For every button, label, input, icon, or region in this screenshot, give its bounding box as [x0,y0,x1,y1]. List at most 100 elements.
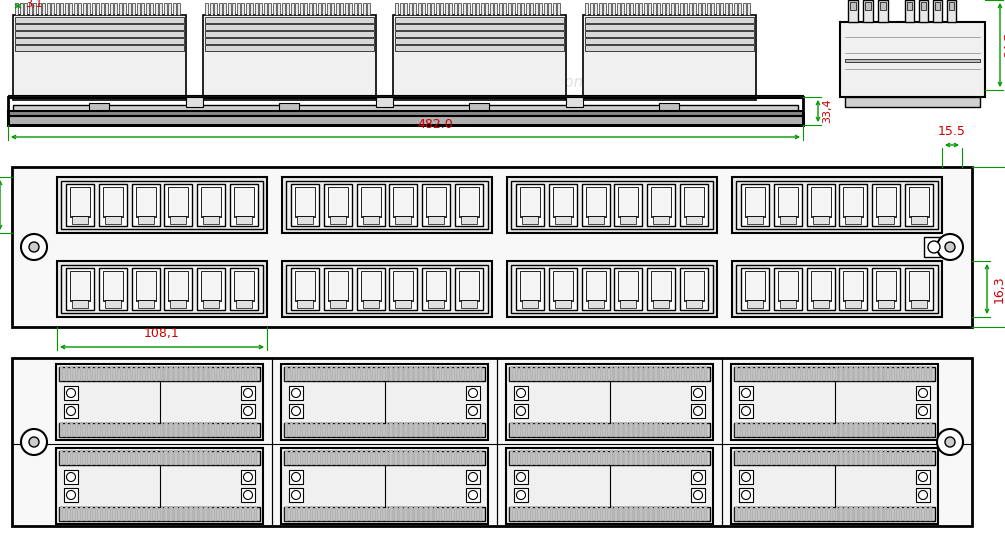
Bar [409,423,413,437]
Circle shape [517,490,526,500]
Bar [304,3,307,15]
Bar [120,423,123,437]
Bar [684,271,705,301]
Bar [916,470,930,484]
Bar [494,3,497,15]
Bar [395,45,564,51]
Bar [135,507,138,521]
Bar [530,3,533,15]
Bar [920,451,923,465]
Bar [75,367,78,381]
Bar [296,300,313,308]
Circle shape [468,490,477,500]
Bar [413,3,416,15]
Bar [15,24,184,30]
Bar [135,451,138,465]
Bar [910,367,913,381]
Bar [28,3,31,15]
Bar [459,507,462,521]
Bar [580,367,583,381]
Bar [199,367,203,381]
Bar [869,451,872,465]
Bar [150,367,153,381]
Bar [363,216,379,224]
Bar [175,507,178,521]
Bar [73,3,76,15]
Bar [618,271,638,301]
Bar [155,3,158,15]
Circle shape [937,429,963,455]
Bar [350,423,353,437]
Bar [414,367,418,381]
Circle shape [742,473,751,481]
Bar [550,507,553,521]
Bar [884,507,887,521]
Bar [805,507,808,521]
Bar [540,423,543,437]
Circle shape [468,406,477,415]
Bar [629,423,632,437]
Bar [439,367,442,381]
Bar [741,184,769,226]
Bar [120,507,123,521]
Bar [810,507,813,521]
Bar [160,507,163,521]
Bar [624,367,628,381]
Bar [249,507,252,521]
Bar [140,367,143,381]
Circle shape [937,234,963,260]
Bar [720,3,723,15]
Bar [790,367,793,381]
Bar [565,451,568,465]
Bar [320,451,323,465]
Bar [84,367,88,381]
Bar [924,367,928,381]
Bar [230,184,258,226]
Bar [404,3,407,15]
Bar [509,367,710,381]
Bar [404,507,408,521]
Bar [84,451,88,465]
Bar [335,451,338,465]
Bar [949,2,954,10]
Bar [325,367,328,381]
Bar [454,423,457,437]
Bar [214,423,217,437]
Bar [694,507,697,521]
Bar [679,507,682,521]
Bar [854,507,857,521]
Bar [845,300,861,308]
Bar [711,3,714,15]
Bar [869,423,872,437]
Bar [530,507,533,521]
Bar [434,451,437,465]
Bar [404,367,408,381]
Circle shape [517,473,526,481]
Bar [540,367,543,381]
Bar [290,268,319,310]
Bar [320,507,323,521]
Bar [933,0,942,22]
Bar [454,507,457,521]
Bar [684,423,687,437]
Bar [916,488,930,502]
Bar [839,451,843,465]
Bar [657,3,660,15]
Bar [739,470,753,484]
Bar [203,15,376,100]
Bar [889,423,892,437]
Bar [75,423,78,437]
Bar [819,451,823,465]
Bar [755,367,758,381]
Bar [340,451,343,465]
Bar [686,216,702,224]
Bar [684,451,687,465]
Bar [390,423,393,437]
Bar [648,3,651,15]
Bar [863,0,873,22]
Bar [365,507,368,521]
Circle shape [243,473,252,481]
Bar [389,184,417,226]
Bar [376,97,393,107]
Bar [184,423,188,437]
